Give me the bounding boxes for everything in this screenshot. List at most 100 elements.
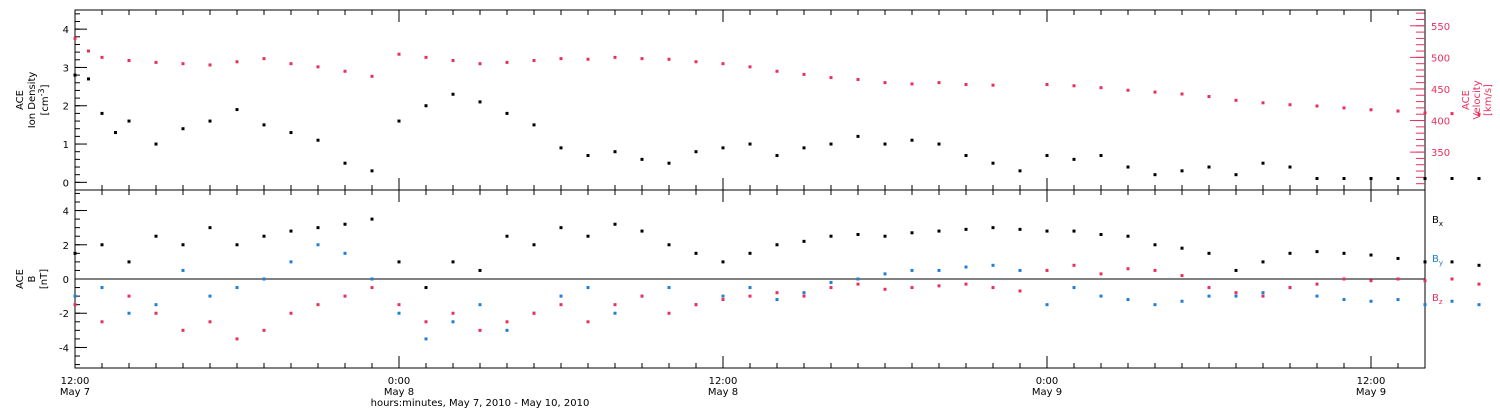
by-point: [802, 291, 806, 295]
b-tick-label: 4: [63, 207, 69, 218]
velocity-point: [1099, 86, 1103, 90]
bx-point: [694, 251, 698, 255]
by-point: [1207, 294, 1211, 298]
velocity-point: [100, 55, 104, 59]
velocity-point: [1396, 109, 1400, 113]
density-point: [235, 108, 239, 112]
velocity-point: [856, 77, 860, 81]
velocity-point: [991, 83, 995, 87]
by-point: [397, 311, 401, 315]
velocity-point: [559, 57, 563, 61]
bz-point: [937, 284, 941, 288]
velocity-point: [532, 59, 536, 63]
bx-point: [397, 260, 401, 264]
bz-point: [505, 320, 509, 324]
density-point: [1180, 169, 1184, 173]
bz-point: [721, 298, 725, 302]
bz-point: [883, 287, 887, 291]
bx-point: [1423, 260, 1427, 264]
velocity-tick-label: 500: [1431, 53, 1450, 64]
bz-point: [1234, 291, 1238, 295]
density-unit-close: ]: [40, 84, 51, 88]
bx-point: [1126, 234, 1130, 238]
density-point: [802, 146, 806, 150]
legend-bx: Bx: [1432, 215, 1443, 228]
bz-point: [613, 303, 617, 307]
bx-point: [1369, 253, 1373, 257]
b-tick-label: 0: [63, 275, 69, 286]
by-point: [910, 268, 914, 272]
velocity-point: [73, 36, 77, 40]
top-panel-frame: [74, 9, 1426, 191]
bx-point: [1153, 243, 1157, 247]
density-point: [1018, 169, 1022, 173]
by-point: [613, 311, 617, 315]
by-point: [1045, 303, 1049, 307]
density-point: [262, 123, 266, 127]
velocity-point: [1315, 104, 1319, 108]
bx-point: [775, 243, 779, 247]
bz-point: [856, 282, 860, 286]
bz-point: [559, 303, 563, 307]
bz-point: [289, 311, 293, 315]
velocity-point: [721, 62, 725, 66]
density-point: [829, 142, 833, 146]
velocity-point: [748, 65, 752, 69]
velocity-point: [802, 72, 806, 76]
density-point: [208, 119, 212, 123]
density-point: [1477, 177, 1481, 181]
by-point: [73, 294, 77, 298]
bz-point: [478, 328, 482, 332]
bx-point: [289, 229, 293, 233]
velocity-tick-label: 550: [1431, 22, 1450, 33]
bx-point: [1072, 229, 1076, 233]
density-point: [424, 104, 428, 108]
bz-point: [154, 311, 158, 315]
by-point: [667, 286, 671, 290]
density-point: [1126, 165, 1130, 169]
density-point: [1153, 173, 1157, 177]
legend-by: By: [1432, 254, 1443, 267]
bz-point: [964, 282, 968, 286]
density-point: [73, 73, 77, 77]
bz-point: [343, 294, 347, 298]
by-point: [100, 286, 104, 290]
by-point: [451, 320, 455, 324]
velocity-point: [883, 81, 887, 85]
by-point: [991, 263, 995, 267]
by-point: [1099, 294, 1103, 298]
velocity-point: [478, 62, 482, 66]
bx-point: [1450, 260, 1454, 264]
by-point: [1180, 299, 1184, 303]
date-tick-label: May 8: [708, 387, 738, 398]
velocity-title-line2: Velocity: [1472, 80, 1483, 119]
density-point: [1072, 157, 1076, 161]
by-point: [1234, 294, 1238, 298]
density-point: [1423, 177, 1427, 181]
density-point: [640, 157, 644, 161]
date-tick-label: May 7: [60, 387, 90, 398]
density-tick-label: 3: [63, 63, 69, 74]
by-point: [235, 286, 239, 290]
bz-point: [100, 320, 104, 324]
by-point: [127, 311, 131, 315]
velocity-point: [1477, 112, 1481, 116]
by-point: [343, 251, 347, 255]
by-point: [1315, 294, 1319, 298]
by-point: [154, 303, 158, 307]
velocity-axis: 350 400 450 500 550: [1410, 12, 1450, 185]
density-axis: 0 1 2 3 4: [63, 13, 87, 191]
bx-point: [478, 268, 482, 272]
velocity-point: [1450, 112, 1454, 116]
b-axis-title: ACE B [nT]: [15, 269, 50, 289]
bz-point: [1045, 268, 1049, 272]
by-point: [1261, 291, 1265, 295]
velocity-point: [1423, 111, 1427, 115]
bx-point: [667, 243, 671, 247]
bx-point: [343, 222, 347, 226]
by-point: [424, 337, 428, 341]
density-point: [451, 92, 455, 96]
by-point: [856, 277, 860, 281]
bx-point: [505, 234, 509, 238]
legend-by-sub: y: [1439, 259, 1443, 267]
